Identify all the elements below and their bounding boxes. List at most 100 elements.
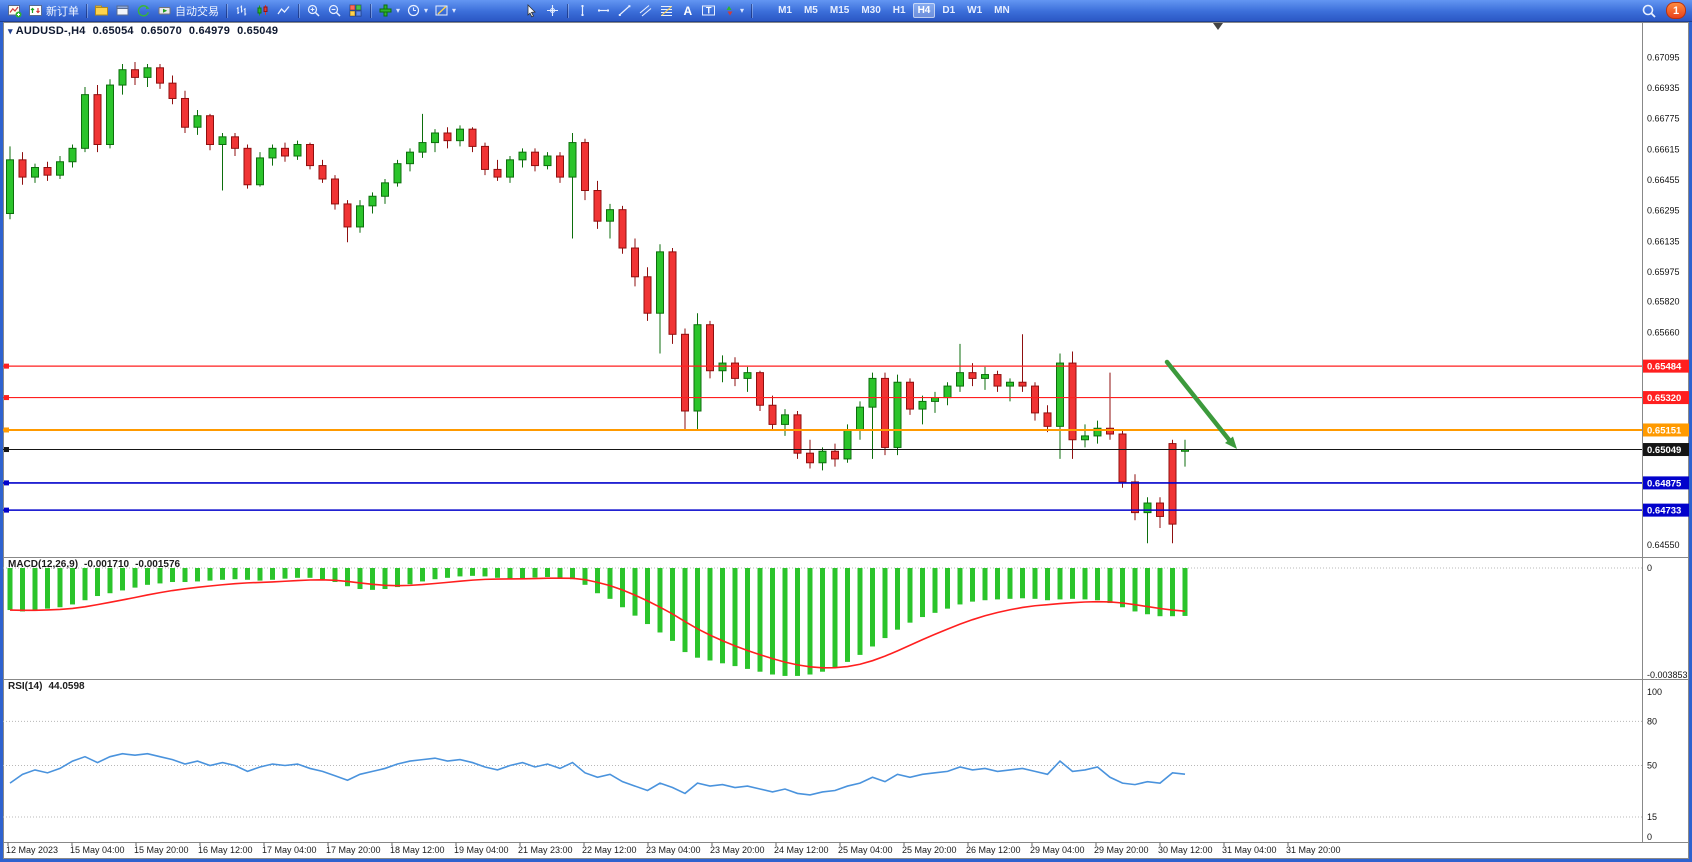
candle-body [743, 372, 752, 379]
macd-histogram-bar [1007, 568, 1013, 599]
candle-body [568, 142, 577, 178]
macd-histogram-bar [770, 568, 775, 675]
timeframe-M15[interactable]: M15 [829, 5, 850, 16]
channel-tool-button[interactable] [635, 2, 656, 20]
templates-button[interactable]: ▾ [431, 2, 459, 20]
line-handle[interactable] [4, 447, 9, 453]
profiles-button[interactable] [91, 2, 112, 20]
chevron-down-icon: ▾ [740, 5, 745, 15]
candle-body [406, 151, 414, 165]
time-axis-label: 18 May 12:00 [390, 845, 445, 855]
time-axis-label: 15 May 04:00 [70, 845, 125, 855]
macd-histogram-bar [745, 568, 750, 669]
timeframe-M1[interactable]: M1 [778, 5, 792, 16]
horizontal-line-icon [598, 9, 610, 12]
line-handle[interactable] [4, 427, 9, 433]
candle-body [493, 168, 502, 178]
periods-button[interactable]: ▾ [403, 2, 431, 20]
macd-histogram-bar [357, 568, 363, 590]
candle-body [443, 132, 452, 142]
text-tool-button[interactable]: A [677, 2, 698, 20]
chart-window-button[interactable] [112, 2, 133, 20]
macd-histogram-bar [545, 568, 550, 577]
rsi-level-label: 100 [1647, 687, 1662, 697]
timeframe-MN[interactable]: MN [994, 5, 1010, 16]
macd-histogram-bar [145, 568, 150, 585]
notification-badge[interactable]: 1 [1666, 2, 1686, 19]
candle-body [806, 452, 814, 464]
candle-body [856, 406, 864, 431]
time-axis-label: 16 May 12:00 [198, 845, 253, 855]
macd-histogram-bar [170, 568, 175, 583]
candle-body [1018, 381, 1027, 387]
macd-histogram-bar [570, 568, 575, 580]
candle-body [718, 362, 727, 372]
bar-chart-mode-button[interactable] [231, 2, 252, 20]
price-tick-label: 0.66295 [1647, 206, 1680, 216]
candle-body [793, 414, 802, 454]
macd-histogram-bar [820, 568, 825, 672]
candle-body [156, 67, 164, 84]
tile-windows-button[interactable] [345, 2, 366, 20]
macd-histogram-bar [807, 568, 813, 675]
crosshair-button[interactable] [542, 2, 563, 20]
macd-histogram-bar [382, 568, 388, 590]
new-chart-button[interactable] [4, 2, 25, 20]
timeframe-M30[interactable]: M30 [861, 5, 881, 16]
price-line-label: 0.64875 [1647, 478, 1682, 489]
vertical-line-tool-button[interactable] [572, 2, 593, 20]
toolbar-separator [298, 3, 299, 18]
macd-histogram-bar [757, 568, 763, 672]
annotation-arrow[interactable] [1164, 359, 1233, 444]
zoom-in-button[interactable] [303, 2, 324, 20]
candle-body [768, 404, 777, 425]
line-handle[interactable] [4, 507, 9, 513]
macd-histogram-bar [882, 568, 888, 639]
bar-chart-icon [236, 5, 247, 16]
timeframe-H4[interactable]: H4 [912, 3, 936, 18]
horizontal-line-tool-button[interactable] [593, 2, 614, 20]
line-handle[interactable] [4, 480, 9, 486]
line-handle[interactable] [4, 363, 9, 369]
text-label-icon: T [702, 5, 716, 16]
indicators-button[interactable]: ▾ [375, 2, 403, 20]
candle-body [656, 251, 664, 314]
autotrade-icon [158, 7, 171, 15]
text-label-tool-button[interactable]: T [698, 2, 719, 20]
line-chart-mode-button[interactable] [273, 2, 294, 20]
timeframe-M5[interactable]: M5 [803, 5, 818, 16]
macd-histogram-bar [607, 568, 613, 599]
price-line-label-box [1643, 443, 1689, 457]
macd-histogram-bar [982, 568, 988, 601]
timeframe-D1[interactable]: D1 [942, 5, 956, 16]
candle-body [543, 155, 552, 167]
fibonacci-tool-button[interactable] [656, 2, 677, 20]
annotation-arrow-head[interactable] [1225, 436, 1237, 450]
trendline-tool-button[interactable] [614, 2, 635, 20]
candle-body [631, 247, 639, 278]
indicators-icon [379, 4, 392, 17]
time-axis-label: 23 May 04:00 [646, 845, 701, 855]
line-handle[interactable] [4, 395, 9, 401]
new-order-button[interactable]: 新订单 [25, 2, 82, 20]
chevron-down-icon: ▾ [396, 5, 401, 15]
price-tick-label: 0.66615 [1647, 144, 1680, 154]
toolbar-separator [370, 3, 371, 18]
arrows-tool-button[interactable]: ▾ [719, 2, 747, 20]
candle-body [943, 385, 952, 399]
candle-body [1093, 427, 1102, 437]
chart-shift-marker[interactable] [1213, 23, 1223, 30]
refresh-button[interactable] [133, 2, 154, 20]
autotrade-button[interactable]: 自动交易 [154, 2, 222, 20]
macd-histogram-bar [670, 568, 675, 641]
candle-body [456, 128, 464, 142]
cursor-button[interactable] [521, 2, 542, 20]
search-button[interactable] [1638, 2, 1660, 20]
zoom-out-button[interactable] [324, 2, 345, 20]
macd-histogram-bar [295, 568, 300, 578]
timeframe-H1[interactable]: H1 [892, 5, 906, 16]
candle-body [118, 69, 127, 86]
candlestick-mode-button[interactable] [252, 2, 273, 20]
timeframe-W1[interactable]: W1 [967, 5, 983, 16]
